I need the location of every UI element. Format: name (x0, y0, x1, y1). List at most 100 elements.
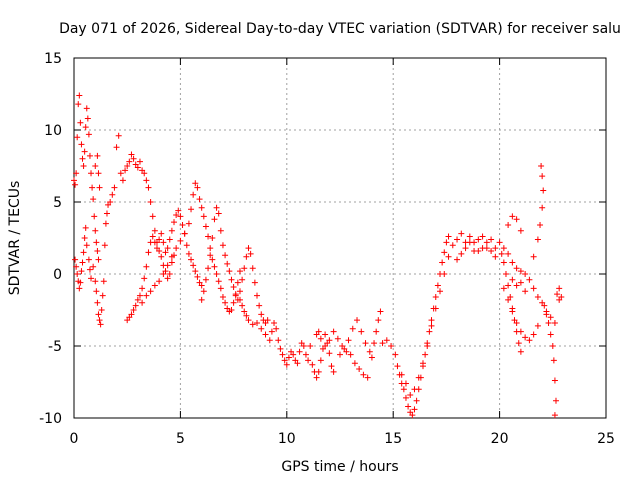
plot-frame (73, 57, 607, 419)
data-point (540, 187, 547, 194)
data-point (275, 337, 282, 344)
data-point (73, 170, 80, 177)
data-point (249, 265, 256, 272)
data-point (162, 249, 169, 256)
data-point (543, 311, 550, 318)
data-point (454, 256, 461, 263)
data-point (109, 191, 116, 198)
data-point (551, 319, 558, 326)
data-point (398, 371, 405, 378)
data-point (394, 363, 401, 370)
x-tick-label: 15 (384, 431, 402, 447)
data-point (502, 271, 509, 277)
chart-title: Day 071 of 2026, Sidereal Day-to-day VTE… (59, 21, 621, 37)
data-point (236, 296, 243, 303)
data-point (300, 343, 307, 349)
data-point (147, 199, 154, 205)
data-point (315, 328, 322, 335)
data-point (96, 317, 103, 324)
data-point (379, 340, 386, 347)
y-tick-label: 10 (44, 123, 62, 139)
data-point (89, 184, 96, 191)
y-tick-label: 5 (53, 195, 62, 211)
data-point (258, 311, 265, 318)
data-point (93, 288, 100, 295)
data-point (341, 345, 348, 352)
data-point (83, 105, 90, 112)
data-point (530, 253, 537, 260)
data-point (475, 236, 482, 243)
data-point (522, 271, 529, 277)
data-point (226, 268, 233, 275)
data-point (207, 252, 214, 259)
data-point (538, 163, 545, 169)
data-point (517, 279, 524, 286)
data-point (90, 196, 97, 203)
data-point (134, 164, 141, 171)
x-axis-label: GPS time / hours (281, 459, 398, 475)
data-point (92, 278, 99, 285)
data-point (79, 155, 86, 162)
data-point (552, 397, 559, 404)
data-point (222, 299, 229, 306)
data-point (80, 249, 87, 256)
data-point (551, 377, 558, 384)
data-point (454, 236, 461, 243)
data-point (158, 230, 165, 237)
data-point (326, 350, 333, 357)
data-point (258, 325, 265, 332)
data-point (75, 101, 82, 108)
data-point (217, 285, 224, 292)
data-point (422, 351, 429, 358)
y-axis-label: SDTVAR / TECUs (7, 181, 23, 296)
data-point (317, 335, 324, 342)
data-point (471, 239, 478, 246)
y-tick-label: -10 (39, 411, 62, 427)
data-point (168, 227, 175, 234)
data-point (349, 325, 356, 332)
data-point (545, 319, 552, 326)
data-point (185, 220, 192, 227)
data-point (234, 279, 241, 286)
data-point (173, 211, 180, 218)
data-point (92, 227, 99, 234)
data-point (122, 167, 129, 174)
data-point (245, 317, 252, 324)
data-point (426, 328, 433, 335)
data-point (539, 204, 546, 211)
data-point (443, 239, 450, 246)
data-point (541, 302, 548, 309)
data-point (266, 337, 273, 344)
data-point (337, 351, 343, 358)
data-point (509, 276, 516, 283)
data-point (290, 351, 297, 358)
data-point (83, 242, 90, 249)
data-point (549, 343, 556, 349)
data-point (239, 276, 246, 283)
data-point (209, 235, 216, 241)
data-point (498, 250, 505, 257)
data-point (136, 292, 143, 299)
data-point (147, 288, 154, 295)
data-point (130, 307, 137, 313)
data-point (500, 245, 507, 252)
data-point (437, 288, 444, 295)
data-point (179, 222, 186, 229)
data-point (409, 412, 416, 419)
data-point (509, 259, 516, 266)
data-point (177, 213, 184, 220)
y-tick-label: 15 (44, 51, 62, 67)
data-point (119, 177, 126, 184)
data-points (71, 92, 565, 419)
data-point (141, 275, 148, 282)
data-point (198, 204, 205, 211)
data-point (213, 204, 220, 211)
data-point (515, 340, 522, 347)
data-point (268, 328, 275, 335)
data-point (439, 259, 446, 266)
data-point (264, 317, 271, 324)
data-point (230, 299, 237, 306)
data-point (256, 302, 263, 309)
data-point (411, 406, 418, 413)
